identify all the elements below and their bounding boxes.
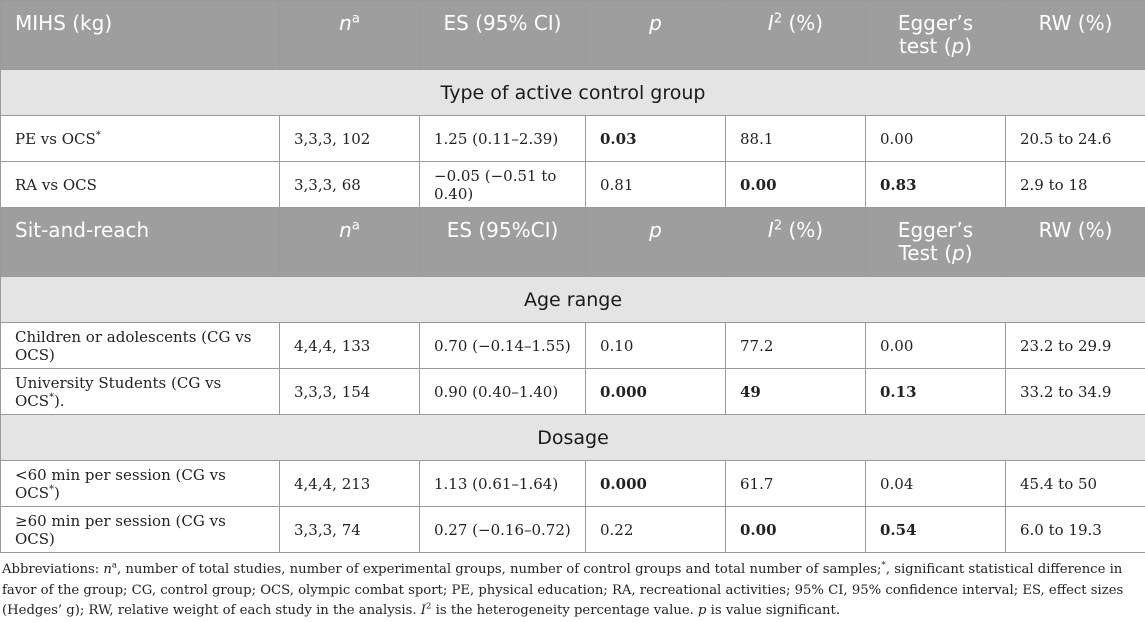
row-n: 4,4,4, 133: [279, 322, 420, 369]
row-label: <60 min per session (CG vs OCS*): [0, 460, 280, 507]
header-n: na: [279, 207, 420, 277]
header-mihs: MIHS (kg): [0, 0, 280, 70]
row-n: 3,3,3, 74: [279, 506, 420, 553]
table-row: University Students (CG vs OCS*). 3,3,3,…: [0, 368, 1145, 415]
row-i2: 88.1: [725, 115, 866, 162]
header-rw: RW (%): [1005, 0, 1145, 70]
row-rw: 20.5 to 24.6: [1005, 115, 1145, 162]
row-rw: 33.2 to 34.9: [1005, 368, 1145, 415]
row-p: 0.000: [585, 460, 726, 507]
row-rw: 6.0 to 19.3: [1005, 506, 1145, 553]
row-label: Children or adolescents (CG vs OCS): [0, 322, 280, 369]
table-footnote: Abbreviations: na, number of total studi…: [2, 560, 1124, 618]
row-n: 4,4,4, 213: [279, 460, 420, 507]
header-i2: I2 (%): [725, 207, 866, 277]
header-egger: Egger’s test (p): [865, 0, 1006, 70]
section-row-age: Age range: [0, 276, 1145, 323]
header-row-mihs: MIHS (kg) na ES (95% CI) p I2 (%) Egger’…: [0, 0, 1145, 70]
header-sit-and-reach: Sit-and-reach: [0, 207, 280, 277]
row-p: 0.000: [585, 368, 726, 415]
row-egger: 0.54: [865, 506, 1006, 553]
row-egger: 0.83: [865, 161, 1006, 208]
header-p: p: [585, 207, 726, 277]
row-i2: 77.2: [725, 322, 866, 369]
row-rw: 23.2 to 29.9: [1005, 322, 1145, 369]
section-age-range: Age range: [0, 276, 1145, 323]
row-es: 0.90 (0.40–1.40): [419, 368, 586, 415]
row-es: 1.13 (0.61–1.64): [419, 460, 586, 507]
section-dosage: Dosage: [0, 414, 1145, 461]
header-i2: I2 (%): [725, 0, 866, 70]
table-row: <60 min per session (CG vs OCS*) 4,4,4, …: [0, 460, 1145, 507]
row-n: 3,3,3, 154: [279, 368, 420, 415]
row-p: 0.03: [585, 115, 726, 162]
header-p: p: [585, 0, 726, 70]
table-row: PE vs OCS* 3,3,3, 102 1.25 (0.11–2.39) 0…: [0, 115, 1145, 162]
section-row-dosage: Dosage: [0, 414, 1145, 461]
row-egger: 0.04: [865, 460, 1006, 507]
results-table: MIHS (kg) na ES (95% CI) p I2 (%) Egger’…: [0, 0, 1145, 553]
row-p: 0.10: [585, 322, 726, 369]
table-row: ≥60 min per session (CG vs OCS) 3,3,3, 7…: [0, 506, 1145, 553]
section-row-control-type: Type of active control group: [0, 69, 1145, 116]
row-egger: 0.00: [865, 115, 1006, 162]
header-row-sit-and-reach: Sit-and-reach na ES (95%CI) p I2 (%) Egg…: [0, 207, 1145, 277]
row-egger: 0.00: [865, 322, 1006, 369]
row-i2: 0.00: [725, 506, 866, 553]
row-i2: 0.00: [725, 161, 866, 208]
row-label: ≥60 min per session (CG vs OCS): [0, 506, 280, 553]
row-es: 0.27 (−0.16–0.72): [419, 506, 586, 553]
header-es: ES (95%CI): [419, 207, 586, 277]
row-n: 3,3,3, 68: [279, 161, 420, 208]
table-row: Children or adolescents (CG vs OCS) 4,4,…: [0, 322, 1145, 369]
row-p: 0.81: [585, 161, 726, 208]
row-n: 3,3,3, 102: [279, 115, 420, 162]
row-i2: 49: [725, 368, 866, 415]
row-rw: 2.9 to 18: [1005, 161, 1145, 208]
row-es: 0.70 (−0.14–1.55): [419, 322, 586, 369]
header-egger: Egger’s Test (p): [865, 207, 1006, 277]
header-es: ES (95% CI): [419, 0, 586, 70]
row-p: 0.22: [585, 506, 726, 553]
row-egger: 0.13: [865, 368, 1006, 415]
table-row: RA vs OCS 3,3,3, 68 −0.05 (−0.51 to 0.40…: [0, 161, 1145, 208]
row-rw: 45.4 to 50: [1005, 460, 1145, 507]
header-n: na: [279, 0, 420, 70]
header-rw: RW (%): [1005, 207, 1145, 277]
row-es: −0.05 (−0.51 to 0.40): [419, 161, 586, 208]
row-label: University Students (CG vs OCS*).: [0, 368, 280, 415]
row-label: RA vs OCS: [0, 161, 280, 208]
section-control-type: Type of active control group: [0, 69, 1145, 116]
row-i2: 61.7: [725, 460, 866, 507]
row-es: 1.25 (0.11–2.39): [419, 115, 586, 162]
row-label: PE vs OCS*: [0, 115, 280, 162]
